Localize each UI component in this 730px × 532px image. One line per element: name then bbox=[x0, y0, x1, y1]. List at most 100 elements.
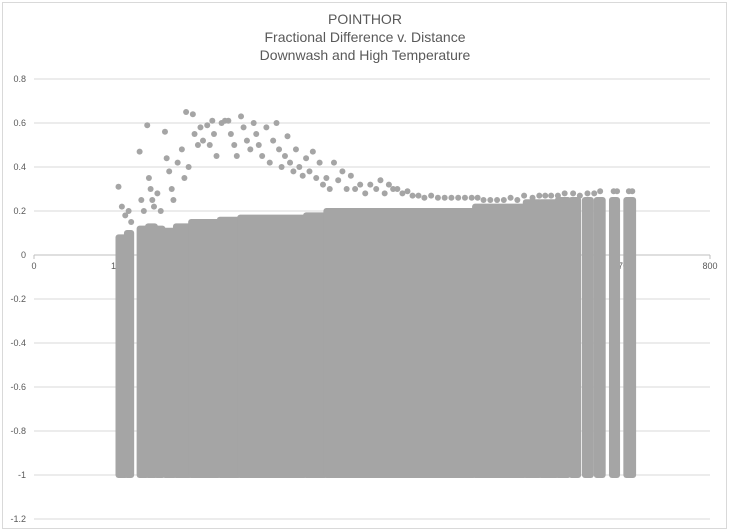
data-point bbox=[263, 124, 270, 131]
data-point bbox=[385, 181, 392, 188]
data-point bbox=[178, 146, 185, 153]
data-point bbox=[339, 168, 346, 175]
y-tick-label: 0.2 bbox=[13, 206, 26, 216]
data-point bbox=[197, 124, 204, 131]
data-point bbox=[157, 208, 164, 214]
data-point bbox=[145, 175, 152, 181]
data-point bbox=[278, 164, 285, 170]
point-column bbox=[216, 216, 242, 479]
y-tick-label: -0.8 bbox=[10, 426, 26, 436]
data-point bbox=[168, 186, 175, 192]
data-point bbox=[377, 177, 384, 184]
data-point bbox=[373, 186, 380, 192]
data-point bbox=[480, 197, 487, 203]
data-point bbox=[303, 155, 310, 162]
data-point bbox=[233, 153, 240, 159]
data-point bbox=[584, 190, 591, 197]
data-point bbox=[138, 197, 145, 203]
data-point bbox=[255, 142, 262, 148]
data-point bbox=[225, 117, 232, 124]
data-point bbox=[536, 192, 543, 199]
data-point bbox=[181, 175, 188, 181]
data-point bbox=[390, 186, 397, 192]
point-column bbox=[188, 219, 222, 478]
data-point bbox=[323, 175, 330, 181]
data-point bbox=[161, 128, 168, 135]
y-axis-ticks: 0.8 0.6 0.4 0.2 0 -0.2 -0.4 -0.6 -0.8 -1 -1.2 bbox=[10, 74, 26, 524]
data-point bbox=[189, 111, 196, 118]
data-point bbox=[428, 192, 435, 199]
point-column bbox=[593, 197, 606, 478]
data-point bbox=[362, 190, 369, 197]
data-point bbox=[266, 159, 273, 166]
y-tick-label: 0 bbox=[21, 250, 26, 260]
point-column bbox=[303, 212, 328, 478]
data-point bbox=[597, 188, 604, 195]
y-tick-label: -1 bbox=[18, 470, 26, 480]
y-tick-label: 0.4 bbox=[13, 162, 26, 172]
point-column bbox=[568, 197, 582, 478]
data-point bbox=[185, 164, 192, 170]
data-point bbox=[494, 197, 501, 203]
data-point bbox=[170, 197, 177, 203]
data-point bbox=[468, 194, 475, 201]
data-point bbox=[240, 124, 247, 131]
y-tick-label: -0.2 bbox=[10, 294, 26, 304]
data-point bbox=[191, 131, 198, 137]
data-point bbox=[330, 159, 337, 166]
data-point bbox=[335, 177, 342, 184]
data-point bbox=[399, 190, 406, 197]
data-point bbox=[455, 194, 462, 201]
point-column bbox=[608, 197, 621, 478]
data-point bbox=[326, 186, 333, 192]
data-point bbox=[367, 181, 374, 188]
point-column bbox=[623, 197, 637, 478]
data-point bbox=[149, 197, 156, 203]
data-point bbox=[204, 122, 211, 129]
data-point bbox=[434, 194, 441, 201]
data-point bbox=[352, 186, 359, 192]
point-column bbox=[554, 197, 572, 478]
data-point bbox=[316, 159, 323, 166]
scatter-chart: POINTHOR Fractional Difference v. Distan… bbox=[10, 11, 717, 524]
data-point bbox=[500, 197, 507, 203]
data-point bbox=[629, 188, 636, 195]
data-point bbox=[507, 194, 514, 201]
data-point bbox=[394, 186, 401, 192]
data-point bbox=[213, 153, 220, 159]
data-point bbox=[404, 188, 411, 195]
data-point bbox=[441, 194, 448, 201]
data-point bbox=[194, 142, 201, 148]
x-tick-label: 0 bbox=[31, 261, 36, 271]
data-point bbox=[281, 153, 288, 159]
data-point bbox=[299, 172, 306, 179]
data-point bbox=[140, 208, 147, 214]
point-column bbox=[123, 230, 135, 478]
data-point bbox=[243, 137, 250, 144]
data-point bbox=[548, 192, 555, 199]
data-point bbox=[247, 146, 254, 153]
data-point bbox=[542, 192, 549, 199]
data-point bbox=[614, 188, 621, 195]
data-point bbox=[521, 192, 528, 199]
data-point bbox=[122, 212, 129, 219]
data-point bbox=[144, 122, 151, 129]
data-point bbox=[576, 192, 583, 199]
data-point bbox=[474, 194, 481, 201]
data-point bbox=[561, 190, 568, 197]
y-tick-label: 0.8 bbox=[13, 74, 26, 84]
data-point bbox=[487, 197, 494, 203]
data-point bbox=[250, 120, 257, 126]
data-point bbox=[343, 186, 350, 192]
data-point bbox=[227, 131, 234, 137]
data-point bbox=[292, 146, 299, 153]
point-column bbox=[581, 197, 594, 478]
data-point bbox=[136, 148, 143, 155]
point-column bbox=[522, 199, 543, 478]
chart-title: POINTHOR Fractional Difference v. Distan… bbox=[260, 11, 471, 63]
data-point bbox=[163, 155, 170, 162]
chart-subtitle-line: Downwash and High Temperature bbox=[260, 47, 471, 63]
data-point bbox=[319, 181, 326, 188]
data-point bbox=[448, 194, 455, 201]
chart-title-line: POINTHOR bbox=[328, 11, 402, 27]
